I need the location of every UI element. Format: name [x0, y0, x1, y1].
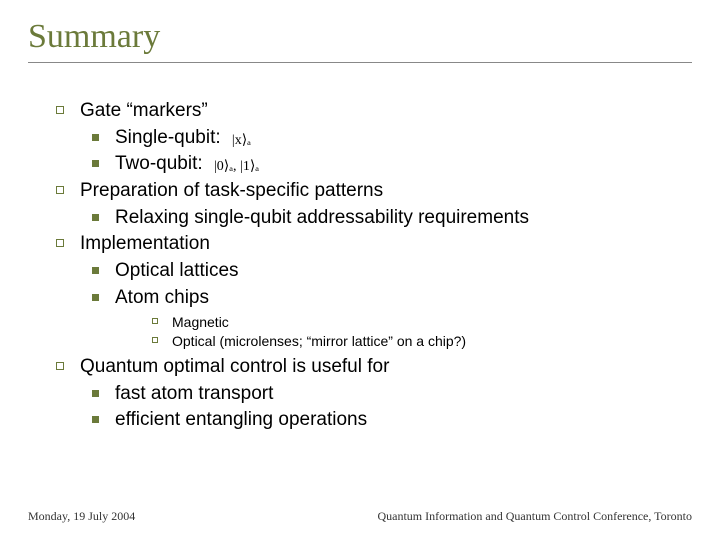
bullet-icon: [56, 239, 64, 247]
bullet-icon: [56, 106, 64, 114]
item-text: efficient entangling operations: [115, 408, 367, 433]
math-expr: |0⟩ₐ, |1⟩ₐ: [214, 159, 259, 174]
item-text: Magnetic: [172, 313, 229, 331]
bullet-icon: [56, 362, 64, 370]
slide-title: Summary: [28, 18, 692, 63]
list-item: Magnetic: [56, 313, 692, 331]
bullet-icon: [92, 390, 99, 397]
list-item: Optical (microlenses; “mirror lattice” o…: [56, 332, 692, 350]
item-label: Two-qubit:: [115, 153, 203, 174]
list-item: Relaxing single-qubit addressability req…: [56, 206, 692, 231]
item-text: Atom chips: [115, 286, 209, 311]
bullet-icon: [92, 160, 99, 167]
item-text: Single-qubit: |x⟩ₐ: [115, 126, 251, 151]
list-item: Quantum optimal control is useful for: [56, 355, 692, 380]
item-text: Gate “markers”: [80, 99, 208, 124]
footer-venue: Quantum Information and Quantum Control …: [377, 509, 692, 524]
bullet-icon: [92, 214, 99, 221]
list-item: Single-qubit: |x⟩ₐ: [56, 126, 692, 151]
list-item: Gate “markers”: [56, 99, 692, 124]
item-text: Optical (microlenses; “mirror lattice” o…: [172, 332, 466, 350]
list-item: Two-qubit: |0⟩ₐ, |1⟩ₐ: [56, 152, 692, 177]
bullet-icon: [152, 318, 158, 324]
list-item: efficient entangling operations: [56, 408, 692, 433]
item-label: Single-qubit:: [115, 127, 221, 148]
slide-content: Gate “markers” Single-qubit: |x⟩ₐ Two-qu…: [28, 99, 692, 433]
bullet-icon: [56, 186, 64, 194]
slide: Summary Gate “markers” Single-qubit: |x⟩…: [0, 0, 720, 540]
bullet-icon: [92, 134, 99, 141]
item-text: Implementation: [80, 232, 210, 257]
bullet-icon: [152, 337, 158, 343]
item-text: Quantum optimal control is useful for: [80, 355, 389, 380]
item-text: Preparation of task-specific patterns: [80, 179, 383, 204]
bullet-icon: [92, 416, 99, 423]
list-item: Optical lattices: [56, 259, 692, 284]
footer: Monday, 19 July 2004 Quantum Information…: [28, 509, 692, 524]
list-item: fast atom transport: [56, 382, 692, 407]
math-expr: |x⟩ₐ: [232, 133, 251, 148]
bullet-icon: [92, 267, 99, 274]
item-text: Relaxing single-qubit addressability req…: [115, 206, 529, 231]
item-text: Two-qubit: |0⟩ₐ, |1⟩ₐ: [115, 152, 259, 177]
item-text: Optical lattices: [115, 259, 239, 284]
list-item: Implementation: [56, 232, 692, 257]
bullet-icon: [92, 294, 99, 301]
item-text: fast atom transport: [115, 382, 273, 407]
list-item: Preparation of task-specific patterns: [56, 179, 692, 204]
footer-date: Monday, 19 July 2004: [28, 509, 135, 524]
list-item: Atom chips: [56, 286, 692, 311]
